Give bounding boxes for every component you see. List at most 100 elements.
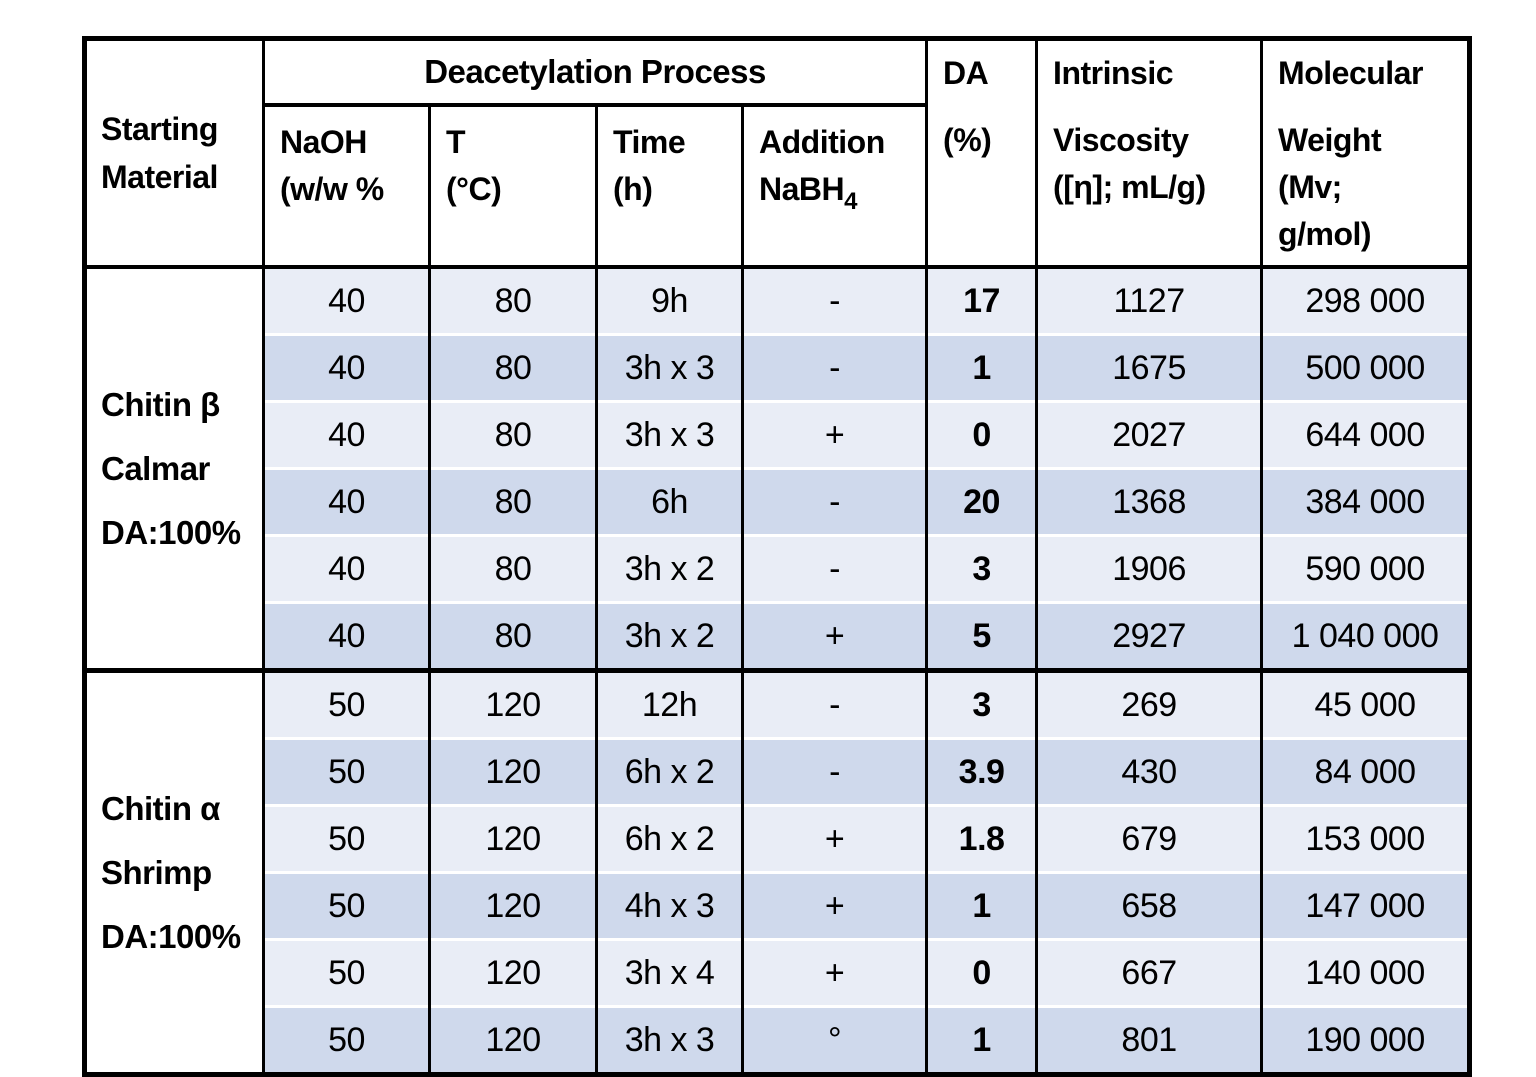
group-chitin-beta: Chitin β Calmar DA:100% 40 80 9h -17 1127 298 … — [84, 267, 1470, 671]
table-row: Chitin α Shrimp DA:100% 50 120 12h -3 269 45 0… — [84, 668, 1470, 1075]
cell-mw: 45 000 — [1260, 668, 1470, 739]
cell-da: 20 — [925, 467, 1037, 536]
cell-viscosity: 667 — [1035, 938, 1262, 1007]
col-header-viscosity-top: Intrinsic — [1035, 38, 1262, 105]
table-row: 40 80 3h x 2-3 1906 590 000 — [85, 534, 1470, 603]
cell-t: 120 — [428, 1005, 597, 1075]
cell-viscosity: 2927 — [1035, 601, 1262, 671]
col-header-temperature: T (°C) — [428, 105, 597, 269]
header-row-top: Starting Material Deacetylation Process … — [84, 38, 1470, 269]
cell-t: 120 — [428, 938, 597, 1007]
cell-t: 120 — [428, 668, 597, 739]
cell-time: 6h x 2 — [595, 737, 743, 806]
cell-t: 120 — [428, 737, 597, 806]
col-header-da-top: DA — [925, 38, 1037, 105]
group-chitin-alpha: Chitin α Shrimp DA:100% 50 120 12h -3 269 45 0… — [84, 668, 1470, 1075]
col-header-naoh: NaOH (w/w % — [262, 105, 430, 269]
cell-mw: 500 000 — [1260, 333, 1470, 402]
cell-naoh: 50 — [262, 737, 430, 806]
cell-addition: + — [740, 938, 927, 1007]
cell-naoh: 40 — [262, 400, 430, 469]
cell-mw: 140 000 — [1260, 938, 1470, 1007]
cell-t: 120 — [428, 804, 597, 873]
cell-naoh: 40 — [262, 534, 430, 603]
cell-time: 4h x 3 — [595, 871, 743, 940]
cell-naoh: 50 — [262, 938, 430, 1007]
cell-addition: - — [740, 668, 927, 739]
col-header-time: Time (h) — [595, 105, 743, 269]
group-label: Chitin β Calmar DA:100% — [84, 267, 264, 671]
cell-da: 5 — [925, 601, 1037, 671]
cell-addition: - — [740, 737, 927, 806]
col-header-addition: Addition NaBH4 — [740, 105, 927, 269]
cell-naoh: 40 — [262, 267, 430, 335]
cell-da: 3 — [925, 668, 1037, 739]
cell-time: 3h x 2 — [595, 534, 743, 603]
table-row: 50 120 6h x 2 +1.8 679 153 000 — [85, 804, 1470, 873]
cell-da: 3 — [925, 534, 1037, 603]
col-header-viscosity-bottom: Viscosity ([η]; mL/g) — [1035, 105, 1262, 269]
cell-addition: + — [740, 871, 927, 940]
table-row: 50 120 3h x 3 ° 1 801 190 000 — [85, 1005, 1470, 1075]
cell-da: 17 — [925, 267, 1037, 335]
cell-mw: 190 000 — [1260, 1005, 1470, 1075]
cell-mw: 153 000 — [1260, 804, 1470, 873]
group-label: Chitin α Shrimp DA:100% — [84, 668, 264, 1075]
cell-mw: 1 040 000 — [1260, 601, 1470, 671]
cell-viscosity: 2027 — [1035, 400, 1262, 469]
cell-time: 3h x 4 — [595, 938, 743, 1007]
table-row: 40 80 6h -20 1368 384 000 — [85, 467, 1470, 536]
cell-da: 3.9 — [925, 737, 1037, 806]
cell-addition: - — [740, 467, 927, 536]
table-row: Chitin β Calmar DA:100% 40 80 9h -17 1127 298 … — [84, 267, 1470, 671]
cell-addition: + — [740, 804, 927, 873]
table-row: 50 120 6h x 2-3.9 430 84 000 — [85, 737, 1470, 806]
cell-t: 80 — [428, 267, 597, 335]
cell-addition: ° — [740, 1005, 927, 1075]
cell-addition: - — [740, 267, 927, 335]
cell-time: 12h — [595, 668, 743, 739]
cell-mw: 84 000 — [1260, 737, 1470, 806]
cell-t: 120 — [428, 871, 597, 940]
cell-t: 80 — [428, 467, 597, 536]
cell-mw: 590 000 — [1260, 534, 1470, 603]
cell-da: 1 — [925, 333, 1037, 402]
cell-viscosity: 658 — [1035, 871, 1262, 940]
cell-da: 0 — [925, 938, 1037, 1007]
cell-time: 6h x 2 — [595, 804, 743, 873]
cell-da: 1.8 — [925, 804, 1037, 873]
addition-formula: NaBH — [759, 171, 845, 207]
table-row: 50 120 4h x 3 +1 658 147 000 — [85, 871, 1470, 940]
header-row-sub: NaOH (w/w % T (°C) Time (h) Addition NaBH… — [85, 105, 1470, 269]
col-header-starting-material: Starting Material — [84, 38, 264, 269]
col-header-mw-top: Molecular — [1260, 38, 1470, 105]
cell-addition: + — [740, 601, 927, 671]
cell-addition: - — [740, 333, 927, 402]
cell-viscosity: 1127 — [1035, 267, 1262, 335]
cell-t: 80 — [428, 333, 597, 402]
cell-mw: 644 000 — [1260, 400, 1470, 469]
cell-mw: 298 000 — [1260, 267, 1470, 335]
cell-naoh: 40 — [262, 467, 430, 536]
cell-viscosity: 269 — [1035, 668, 1262, 739]
deacetylation-table: Starting Material Deacetylation Process … — [82, 36, 1473, 1077]
addition-label: Addition — [759, 124, 885, 160]
table-header: Starting Material Deacetylation Process … — [84, 38, 1470, 269]
table-row: 50 120 3h x 4 +0 667 140 000 — [85, 938, 1470, 1007]
cell-naoh: 40 — [262, 601, 430, 671]
table-row: 40 80 3h x 2 +5 2927 1 040 000 — [85, 601, 1470, 671]
col-header-deacetylation-process: Deacetylation Process — [261, 38, 927, 107]
table-row: 40 80 3h x 3 +0 2027 644 000 — [85, 400, 1470, 469]
cell-naoh: 40 — [262, 333, 430, 402]
cell-da: 1 — [925, 1005, 1037, 1075]
cell-mw: 147 000 — [1260, 871, 1470, 940]
cell-viscosity: 1906 — [1035, 534, 1262, 603]
cell-viscosity: 1675 — [1035, 333, 1262, 402]
cell-t: 80 — [428, 400, 597, 469]
cell-time: 9h — [595, 267, 743, 335]
cell-viscosity: 430 — [1035, 737, 1262, 806]
cell-time: 6h — [595, 467, 743, 536]
cell-naoh: 50 — [262, 1005, 430, 1075]
cell-da: 0 — [925, 400, 1037, 469]
cell-viscosity: 801 — [1035, 1005, 1262, 1075]
